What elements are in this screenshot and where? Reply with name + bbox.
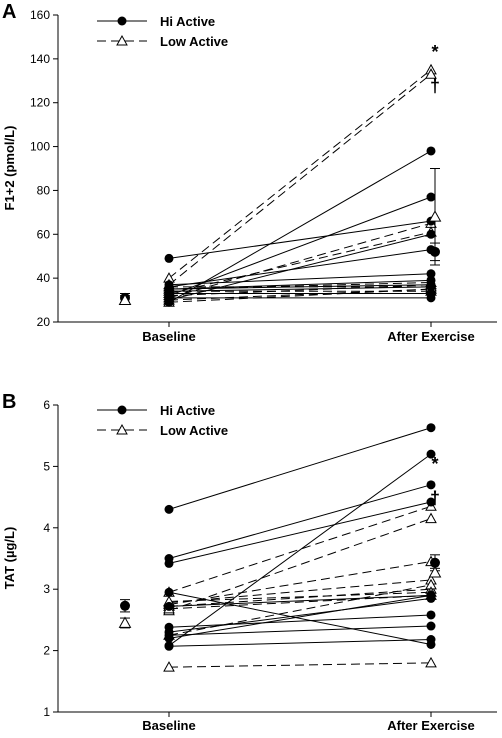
low-active-line xyxy=(168,222,432,299)
hi-active-line xyxy=(168,196,432,297)
legend-low-active-label: Low Active xyxy=(160,423,228,438)
hi-active-line xyxy=(168,597,432,633)
y-tick-label: 60 xyxy=(37,227,51,241)
chart-panel-A: A 20 40 60 80 100 120 140 160 F1+2 (pmol/L) Baseli… xyxy=(2,1,497,344)
x-tick-label: Baseline xyxy=(142,718,195,733)
hi-active-point xyxy=(426,497,436,507)
hi-active-line xyxy=(168,150,432,303)
low-active-mean xyxy=(118,616,132,628)
panel-label: A xyxy=(2,1,16,23)
hi-active-point xyxy=(426,610,436,620)
hi-active-line xyxy=(168,639,432,647)
hi-active-line xyxy=(168,249,432,288)
low-active-point xyxy=(163,661,175,672)
hi-active-point xyxy=(164,253,174,263)
hi-active-line xyxy=(168,427,432,510)
y-tick-label: 4 xyxy=(43,521,50,535)
y-axis-title: TAT (µg/L) xyxy=(2,527,17,590)
low-active-line xyxy=(168,505,432,593)
significance-dagger: † xyxy=(430,488,440,508)
x-tick-label: After Exercise xyxy=(387,329,474,344)
hi-active-point xyxy=(164,587,174,597)
hi-active-point xyxy=(426,449,436,459)
y-tick-label: 5 xyxy=(43,459,50,473)
y-tick-label: 80 xyxy=(37,183,51,197)
hi-active-line xyxy=(168,614,432,628)
panel-label: B xyxy=(2,391,16,413)
hi-active-line xyxy=(168,594,432,639)
significance-star: * xyxy=(431,454,438,474)
hi-active-point xyxy=(164,633,174,643)
hi-active-line xyxy=(168,594,432,607)
hi-active-point xyxy=(164,641,174,651)
legend-hi-active-marker xyxy=(117,16,127,26)
chart-panel-B: B 1 2 3 4 5 6 TAT (µg/L) Baseline After Exercise *… xyxy=(2,391,497,733)
legend-hi-active-label: Hi Active xyxy=(160,403,215,418)
x-tick-label: After Exercise xyxy=(387,718,474,733)
low-active-line xyxy=(168,588,432,607)
legend-low-active-marker xyxy=(116,423,128,435)
low-active-line xyxy=(168,579,432,604)
y-tick-label: 120 xyxy=(30,96,50,110)
low-active-line xyxy=(168,591,432,602)
low-active-point xyxy=(425,656,437,668)
hi-active-line xyxy=(168,484,432,559)
y-tick-label: 6 xyxy=(43,398,50,412)
y-tick-label: 40 xyxy=(37,271,51,285)
y-axis-title: F1+2 (pmol/L) xyxy=(2,126,17,211)
hi-active-line xyxy=(168,286,432,292)
significance-dagger: † xyxy=(430,76,440,96)
legend-low-active-label: Low Active xyxy=(160,34,228,49)
x-tick-label: Baseline xyxy=(142,329,195,344)
hi-active-point xyxy=(426,621,436,631)
significance-star: * xyxy=(431,42,438,62)
y-tick-label: 100 xyxy=(30,140,50,154)
low-active-mean xyxy=(118,293,132,305)
hi-active-point xyxy=(426,192,436,202)
legend-low-active-marker xyxy=(116,34,128,46)
hi-active-point xyxy=(426,423,436,433)
hi-active-point xyxy=(426,635,436,645)
hi-active-point xyxy=(426,480,436,490)
low-active-mean xyxy=(428,566,442,578)
hi-active-line xyxy=(168,279,432,290)
low-active-point xyxy=(425,512,437,524)
y-tick-label: 1 xyxy=(43,705,50,719)
hi-active-point xyxy=(164,284,174,294)
hi-active-point xyxy=(164,601,174,611)
hi-active-point xyxy=(426,229,436,239)
hi-active-line xyxy=(168,453,432,647)
low-active-line xyxy=(168,73,432,286)
low-active-mean xyxy=(428,210,442,222)
low-active-line xyxy=(168,518,432,612)
hi-active-mean xyxy=(430,557,440,568)
y-tick-label: 140 xyxy=(30,52,50,66)
low-active-line xyxy=(168,561,432,606)
legend-hi-active-label: Hi Active xyxy=(160,14,215,29)
hi-active-point xyxy=(426,146,436,156)
hi-active-point xyxy=(426,590,436,600)
hi-active-line xyxy=(168,625,432,636)
hi-active-line xyxy=(168,284,432,290)
legend-hi-active-marker xyxy=(117,405,127,415)
low-active-line xyxy=(168,662,432,668)
hi-active-line xyxy=(168,501,432,564)
hi-active-point xyxy=(426,280,436,290)
hi-active-line xyxy=(168,273,432,286)
hi-active-line xyxy=(168,591,432,645)
hi-active-line xyxy=(168,220,432,259)
hi-active-point xyxy=(426,269,436,279)
hi-active-point xyxy=(426,293,436,303)
low-active-point xyxy=(425,68,437,79)
y-tick-label: 2 xyxy=(43,644,50,658)
hi-active-point xyxy=(164,558,174,568)
y-tick-label: 160 xyxy=(30,8,50,22)
hi-active-line xyxy=(168,233,432,301)
hi-active-mean xyxy=(120,600,130,611)
hi-active-point xyxy=(164,504,174,514)
hi-active-point xyxy=(164,293,174,303)
y-tick-label: 20 xyxy=(37,315,51,329)
y-tick-label: 3 xyxy=(43,582,50,596)
